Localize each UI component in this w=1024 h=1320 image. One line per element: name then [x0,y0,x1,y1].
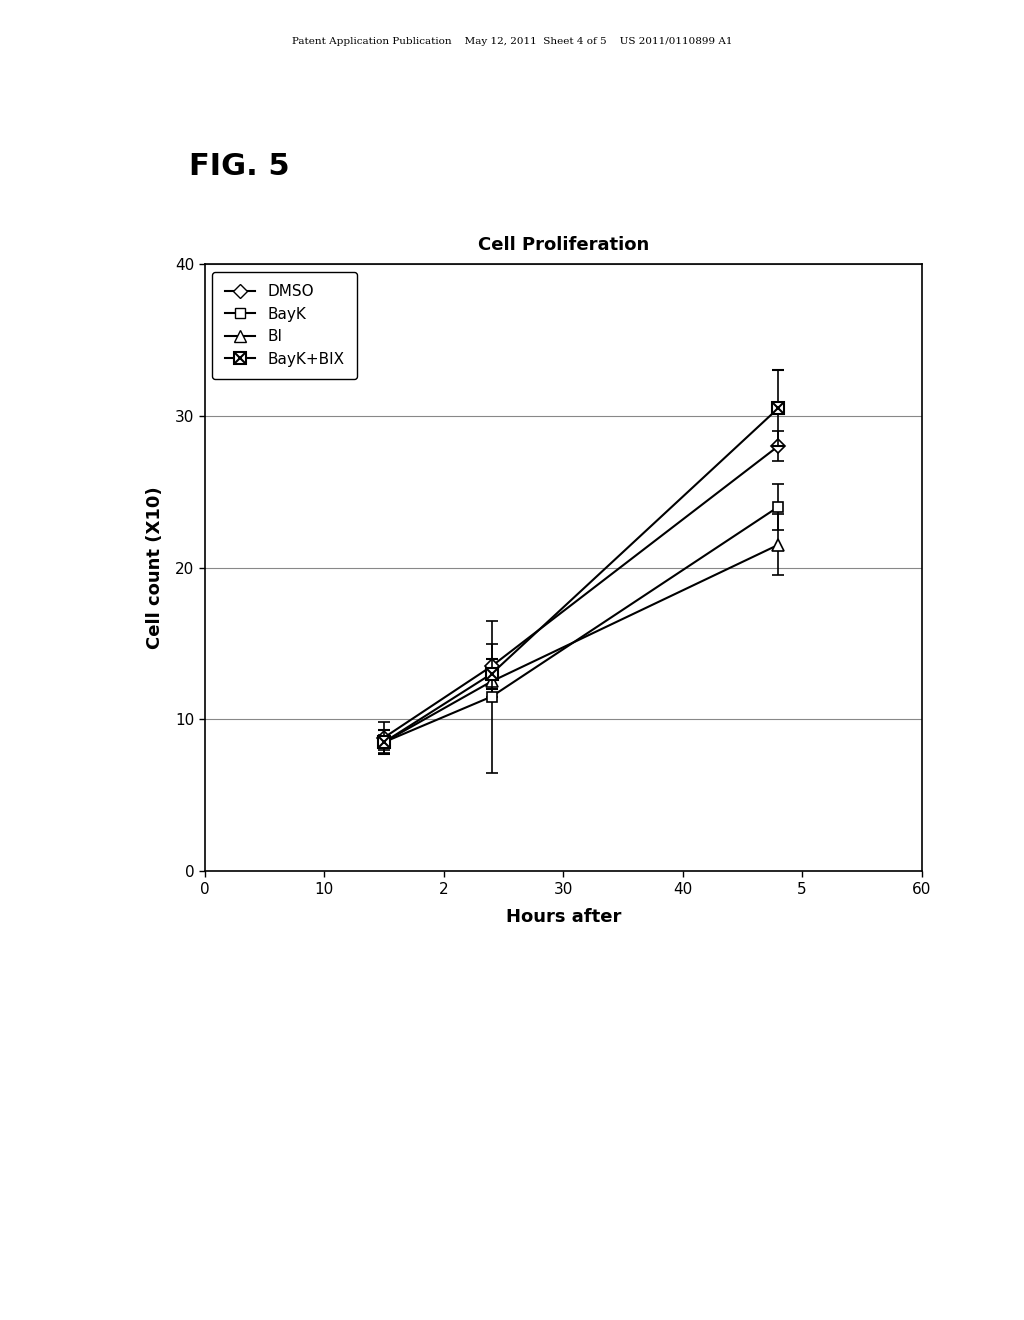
X-axis label: Hours after: Hours after [506,908,621,925]
Text: Patent Application Publication    May 12, 2011  Sheet 4 of 5    US 2011/0110899 : Patent Application Publication May 12, 2… [292,37,732,46]
Legend: DMSO, BayK, BI, BayK+BIX: DMSO, BayK, BI, BayK+BIX [212,272,356,379]
Text: FIG. 5: FIG. 5 [189,152,290,181]
Y-axis label: Cell count (X10): Cell count (X10) [145,486,164,649]
Title: Cell Proliferation: Cell Proliferation [477,236,649,255]
